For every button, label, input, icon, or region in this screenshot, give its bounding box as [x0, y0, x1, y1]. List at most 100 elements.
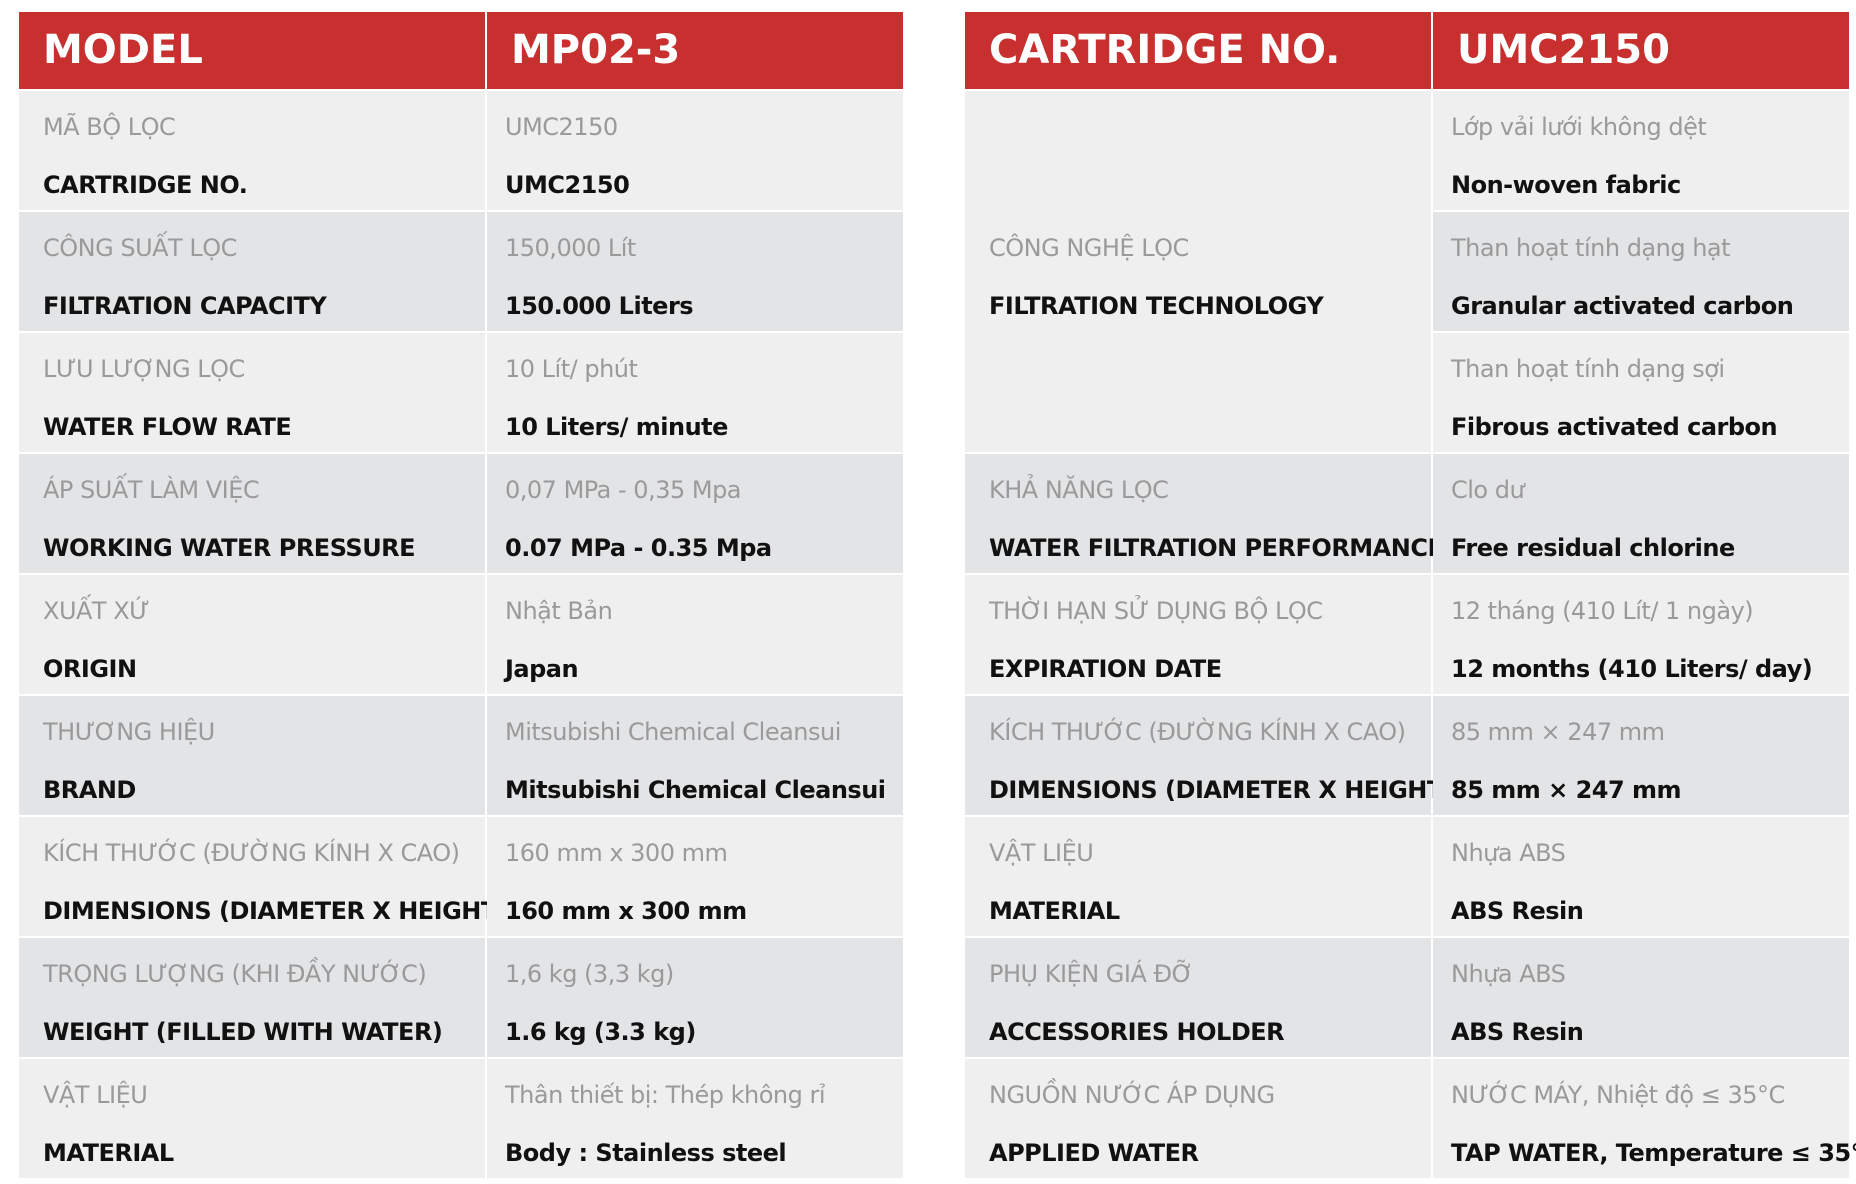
value-vi: Than hoạt tính dạng hạt [1451, 234, 1731, 262]
label-en: WEIGHT (FILLED WITH WATER) [43, 1018, 443, 1046]
label-en: FILTRATION CAPACITY [43, 292, 327, 320]
value-en: 1.6 kg (3.3 kg) [505, 1018, 696, 1046]
value-en: 150.000 Liters [505, 292, 694, 320]
header-cell: UMC2150 [1433, 12, 1849, 89]
value-cell: Nhật Bản Japan [487, 575, 903, 694]
value-en: 0.07 MPa - 0.35 Mpa [505, 534, 772, 562]
value-cell: 160 mm x 300 mm 160 mm x 300 mm [487, 817, 903, 936]
label-cell: THƯƠNG HIỆU BRAND [19, 696, 485, 815]
label-en: BRAND [43, 776, 136, 804]
label-cell: LƯU LƯỢNG LỌC WATER FLOW RATE [19, 333, 485, 452]
value-vi: 1,6 kg (3,3 kg) [505, 960, 674, 988]
value-cell: Mitsubishi Chemical Cleansui Mitsubishi C… [487, 696, 903, 815]
label-vi: THƯƠNG HIỆU [43, 718, 215, 746]
label-cell: CÔNG NGHỆ LỌC FILTRATION TECHNOLOGY [965, 91, 1431, 452]
value-cell: Nhựa ABS ABS Resin [1433, 817, 1849, 936]
value-en: Mitsubishi Chemical Cleansui [505, 776, 886, 804]
label-en: WATER FILTRATION PERFORMANCE [989, 534, 1444, 562]
header-cell: MP02-3 [487, 12, 903, 89]
label-cell: NGUỒN NƯỚC ÁP DỤNG APPLIED WATER [965, 1059, 1431, 1178]
label-cell: TRỌNG LƯỢNG (KHI ĐẦY NƯỚC) WEIGHT (FILLED… [19, 938, 485, 1057]
label-vi: ÁP SUẤT LÀM VIỆC [43, 476, 260, 504]
value-vi: 10 Lít/ phút [505, 355, 638, 383]
label-cell: CÔNG SUẤT LỌC FILTRATION CAPACITY [19, 212, 485, 331]
value-cell: Thân thiết bị: Thép không rỉ Body : Stain… [487, 1059, 903, 1178]
value-cell: Clo dư Free residual chlorine [1433, 454, 1849, 573]
label-vi: TRỌNG LƯỢNG (KHI ĐẦY NƯỚC) [43, 960, 427, 988]
value-vi: Nhựa ABS [1451, 839, 1566, 867]
value-vi: 160 mm x 300 mm [505, 839, 728, 867]
value-cell: 12 tháng (410 Lít/ 1 ngày) 12 months (410… [1433, 575, 1849, 694]
value-en: Non-woven fabric [1451, 171, 1681, 199]
label-vi: XUẤT XỨ [43, 597, 150, 625]
value-vi: Thân thiết bị: Thép không rỉ [505, 1081, 826, 1109]
value-en: UMC2150 [505, 171, 630, 199]
label-vi: CÔNG NGHỆ LỌC [989, 234, 1189, 262]
value-vi: NƯỚC MÁY, Nhiệt độ ≤ 35°C [1451, 1081, 1785, 1109]
value-vi: UMC2150 [505, 113, 618, 141]
label-cell: THỜI HẠN SỬ DỤNG BỘ LỌC EXPIRATION DATE [965, 575, 1431, 694]
value-vi: Clo dư [1451, 476, 1525, 504]
label-en: EXPIRATION DATE [989, 655, 1222, 683]
label-en: APPLIED WATER [989, 1139, 1199, 1167]
label-cell: KÍCH THƯỚC (ĐƯỜNG KÍNH X CAO) DIMENSIONS … [19, 817, 508, 936]
value-en: ABS Resin [1451, 897, 1584, 925]
label-cell: VẬT LIỆU MATERIAL [965, 817, 1431, 936]
label-vi: KHẢ NĂNG LỌC [989, 476, 1169, 504]
value-en: 12 months (410 Liters/ day) [1451, 655, 1813, 683]
value-en: Fibrous activated carbon [1451, 413, 1778, 441]
label-en: DIMENSIONS (DIAMETER X HEIGHT) [989, 776, 1454, 804]
value-vi: Than hoạt tính dạng sợi [1451, 355, 1725, 383]
value-cell: UMC2150 UMC2150 [487, 91, 903, 210]
label-cell: MÃ BỘ LỌC CARTRIDGE NO. [19, 91, 485, 210]
label-cell: VẬT LIỆU MATERIAL [19, 1059, 485, 1178]
label-vi: NGUỒN NƯỚC ÁP DỤNG [989, 1081, 1275, 1109]
value-en: 85 mm × 247 mm [1451, 776, 1682, 804]
label-en: ACCESSORIES HOLDER [989, 1018, 1285, 1046]
value-vi: 0,07 MPa - 0,35 Mpa [505, 476, 742, 504]
value-en: TAP WATER, Temperature ≤ 35°C [1451, 1139, 1856, 1167]
label-en: WORKING WATER PRESSURE [43, 534, 416, 562]
label-en: MATERIAL [43, 1139, 174, 1167]
label-en: ORIGIN [43, 655, 137, 683]
value-vi: Lớp vải lưới không dệt [1451, 113, 1707, 141]
label-en: FILTRATION TECHNOLOGY [989, 292, 1324, 320]
label-vi: KÍCH THƯỚC (ĐƯỜNG KÍNH X CAO) [989, 718, 1406, 746]
label-cell: ÁP SUẤT LÀM VIỆC WORKING WATER PRESSURE [19, 454, 485, 573]
value-cell: Than hoạt tính dạng sợi Fibrous activated… [1433, 333, 1849, 452]
label-vi: VẬT LIỆU [43, 1081, 148, 1109]
value-en: 160 mm x 300 mm [505, 897, 747, 925]
value-cell: 85 mm × 247 mm 85 mm × 247 mm [1433, 696, 1849, 815]
value-cell: Nhựa ABS ABS Resin [1433, 938, 1849, 1057]
value-en: 10 Liters/ minute [505, 413, 728, 441]
value-vi: Nhựa ABS [1451, 960, 1566, 988]
label-en: MATERIAL [989, 897, 1120, 925]
value-cell: Than hoạt tính dạng hạt Granular activate… [1433, 212, 1849, 331]
label-cell: KÍCH THƯỚC (ĐƯỜNG KÍNH X CAO) DIMENSIONS … [965, 696, 1454, 815]
value-vi: Mitsubishi Chemical Cleansui [505, 718, 841, 746]
value-en: Body : Stainless steel [505, 1139, 787, 1167]
value-cell: 0,07 MPa - 0,35 Mpa 0.07 MPa - 0.35 Mpa [487, 454, 903, 573]
label-cell: PHỤ KIỆN GIÁ ĐỠ ACCESSORIES HOLDER [965, 938, 1431, 1057]
label-vi: THỜI HẠN SỬ DỤNG BỘ LỌC [989, 597, 1323, 625]
value-en: ABS Resin [1451, 1018, 1584, 1046]
label-cell: KHẢ NĂNG LỌC WATER FILTRATION PERFORMANCE [965, 454, 1444, 573]
value-cell: 150,000 Lít 150.000 Liters [487, 212, 903, 331]
label-vi: CÔNG SUẤT LỌC [43, 234, 237, 262]
value-cell: 1,6 kg (3,3 kg) 1.6 kg (3.3 kg) [487, 938, 903, 1057]
value-vi: 12 tháng (410 Lít/ 1 ngày) [1451, 597, 1754, 625]
value-en: Japan [505, 655, 579, 683]
label-en: CARTRIDGE NO. [43, 171, 248, 199]
header-cell: MODEL [19, 12, 485, 89]
value-cell: NƯỚC MÁY, Nhiệt độ ≤ 35°C TAP WATER, Temp… [1433, 1059, 1856, 1178]
header-cell: CARTRIDGE NO. [965, 12, 1431, 89]
label-vi: LƯU LƯỢNG LỌC [43, 355, 245, 383]
label-cell: XUẤT XỨ ORIGIN [19, 575, 485, 694]
label-en: WATER FLOW RATE [43, 413, 292, 441]
value-vi: Nhật Bản [505, 597, 613, 625]
value-en: Free residual chlorine [1451, 534, 1735, 562]
label-vi: VẬT LIỆU [989, 839, 1094, 867]
value-cell: Lớp vải lưới không dệt Non-woven fabric [1433, 91, 1849, 210]
value-vi: 85 mm × 247 mm [1451, 718, 1665, 746]
